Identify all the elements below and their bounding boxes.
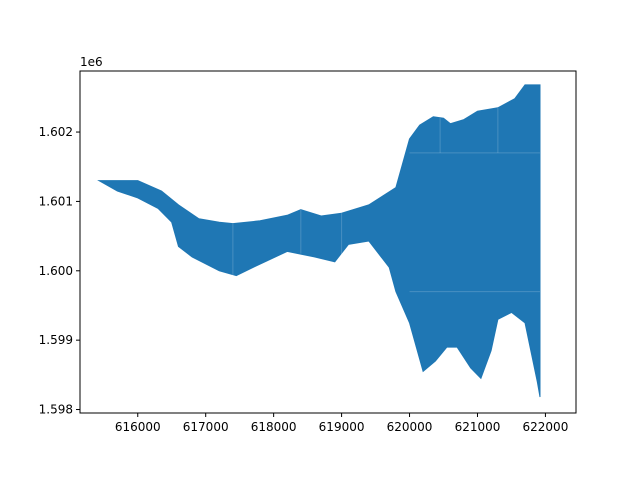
plot-area [97, 84, 541, 398]
x-tick-label: 616000 [115, 420, 161, 434]
y-tick-label: 1.601 [39, 194, 73, 208]
y-tick-label: 1.602 [39, 125, 73, 139]
x-tick-label: 621000 [455, 420, 501, 434]
y-offset-label: 1e6 [80, 55, 103, 69]
region-polygon [97, 84, 541, 398]
y-axis: 1.598 1.599 1.600 1.601 1.602 [39, 125, 80, 417]
y-tick-label: 1.599 [39, 333, 73, 347]
y-tick-label: 1.598 [39, 403, 73, 417]
axes-frame [79, 70, 577, 414]
x-axis: 616000 617000 618000 619000 620000 621000 6220… [115, 413, 568, 434]
x-tick-label: 622000 [523, 420, 569, 434]
x-tick-label: 618000 [251, 420, 297, 434]
x-tick-label: 620000 [387, 420, 433, 434]
inner-grid-lines [232, 107, 540, 293]
y-tick-label: 1.600 [39, 264, 73, 278]
x-tick-label: 617000 [183, 420, 229, 434]
x-tick-label: 619000 [319, 420, 365, 434]
